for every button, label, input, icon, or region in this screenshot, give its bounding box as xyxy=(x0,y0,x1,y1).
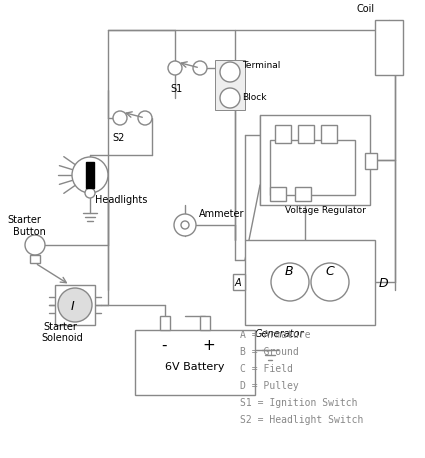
Text: I: I xyxy=(71,300,75,313)
Text: -: - xyxy=(161,338,167,353)
Circle shape xyxy=(181,221,189,229)
Circle shape xyxy=(220,62,240,82)
Bar xyxy=(365,153,377,169)
Bar xyxy=(295,187,311,201)
Bar xyxy=(270,187,286,201)
Text: Button: Button xyxy=(13,227,46,237)
Text: A = Armature: A = Armature xyxy=(240,330,311,340)
Text: S2: S2 xyxy=(112,133,125,143)
Text: Block: Block xyxy=(242,93,266,102)
Circle shape xyxy=(271,263,309,301)
Bar xyxy=(260,115,370,205)
Text: Terminal: Terminal xyxy=(242,61,280,70)
Circle shape xyxy=(138,111,152,125)
Circle shape xyxy=(174,214,196,236)
Text: D: D xyxy=(379,277,388,290)
Text: S2 = Headlight Switch: S2 = Headlight Switch xyxy=(240,415,363,425)
Text: Starter: Starter xyxy=(43,322,77,332)
Bar xyxy=(298,125,314,143)
Bar xyxy=(275,125,291,143)
Text: Ammeter: Ammeter xyxy=(199,209,244,219)
Circle shape xyxy=(85,188,95,198)
Text: Solenoid: Solenoid xyxy=(41,333,83,343)
Text: Generator: Generator xyxy=(255,329,304,339)
Text: C = Field: C = Field xyxy=(240,364,293,374)
Bar xyxy=(233,274,245,290)
Circle shape xyxy=(168,61,182,75)
Circle shape xyxy=(220,88,240,108)
Circle shape xyxy=(193,61,207,75)
Text: C: C xyxy=(325,265,334,278)
Text: A: A xyxy=(235,278,242,288)
Bar xyxy=(270,140,355,195)
Bar xyxy=(321,125,337,143)
Circle shape xyxy=(72,157,108,193)
Text: S1: S1 xyxy=(170,84,182,94)
Text: D = Pulley: D = Pulley xyxy=(240,381,299,391)
Text: Voltage Regulator: Voltage Regulator xyxy=(285,206,366,215)
Text: S1 = Ignition Switch: S1 = Ignition Switch xyxy=(240,398,357,408)
Circle shape xyxy=(113,111,127,125)
Text: B: B xyxy=(285,265,294,278)
Text: Headlights: Headlights xyxy=(95,195,147,205)
Bar xyxy=(200,316,210,330)
Bar xyxy=(215,60,245,110)
Bar xyxy=(135,330,255,395)
Text: Coil: Coil xyxy=(357,4,375,14)
Circle shape xyxy=(58,288,92,322)
Bar xyxy=(160,316,170,330)
Circle shape xyxy=(25,235,45,255)
Text: 6V Battery: 6V Battery xyxy=(165,362,225,372)
Bar xyxy=(245,240,375,325)
Bar xyxy=(30,255,40,263)
Bar xyxy=(55,285,95,325)
Circle shape xyxy=(311,263,349,301)
Text: +: + xyxy=(202,338,215,353)
Text: B = Ground: B = Ground xyxy=(240,347,299,357)
Bar xyxy=(375,20,403,75)
Text: Starter: Starter xyxy=(7,215,41,225)
Bar xyxy=(86,162,94,188)
